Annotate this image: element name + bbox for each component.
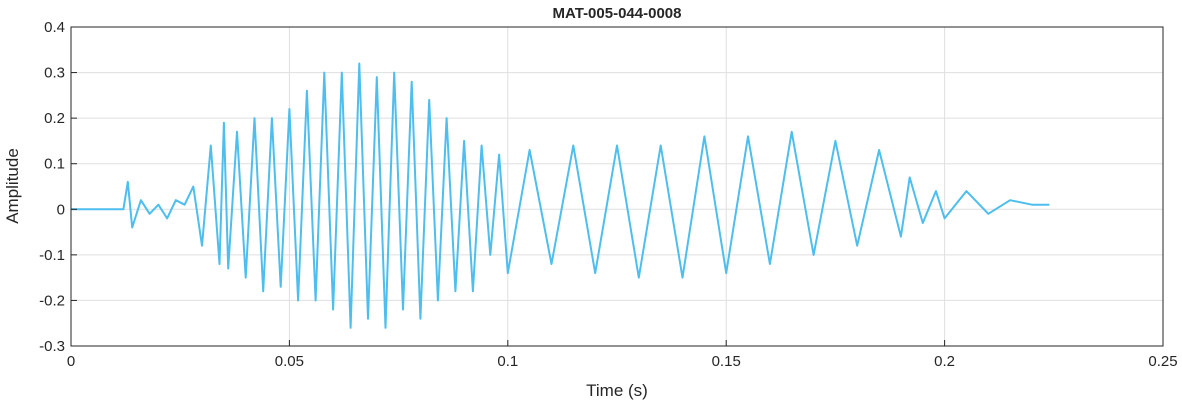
grid: [70, 26, 1164, 347]
x-axis-label: Time (s): [586, 381, 648, 400]
y-axis-label: Amplitude: [3, 148, 22, 224]
x-tick-label: 0.05: [275, 353, 304, 370]
y-tick-label: 0.1: [44, 156, 65, 173]
x-tick-label: 0.15: [712, 353, 741, 370]
x-tick-label: 0.1: [497, 353, 518, 370]
y-tick-label: 0.4: [44, 19, 65, 36]
y-tick-label: -0.1: [39, 247, 65, 264]
x-tick-label: 0.2: [934, 353, 955, 370]
x-tick-label: 0.25: [1148, 353, 1177, 370]
y-tick-label: 0.3: [44, 65, 65, 82]
y-tick-label: -0.2: [39, 292, 65, 309]
y-tick-label: -0.3: [39, 338, 65, 355]
y-tick-label: 0: [57, 201, 65, 218]
y-tick-label: 0.2: [44, 110, 65, 127]
plot-frame: [70, 26, 1164, 347]
series-line: [71, 62, 1050, 329]
axis-ticks: 0 0.05 0.1 0.15 0.2 0.25 -0.3 -0.2 -0.1 0 0.1 0.2 0.…: [39, 19, 1177, 370]
chart-title: MAT-005-044-0008: [553, 5, 682, 22]
x-tick-label: 0: [67, 353, 75, 370]
